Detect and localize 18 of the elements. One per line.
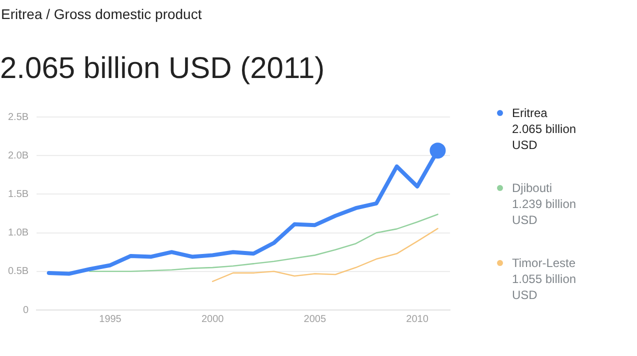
y-tick-label: 2.0B	[8, 150, 29, 162]
legend-label: Eritrea	[512, 105, 548, 121]
text: 2.065 billion USD	[512, 121, 578, 153]
chart-title: 2.065 billion USD (2011)	[0, 52, 325, 86]
text: 1.239 billion USD	[512, 196, 578, 228]
y-tick-label: 0.5B	[8, 266, 29, 278]
y-tick-label: 0	[23, 304, 30, 316]
chart-subtitle: Eritrea / Gross domestic product	[1, 6, 202, 22]
x-tick-label: 2005	[304, 314, 326, 325]
x-tick-label: 1995	[99, 314, 122, 325]
x-tick-label: 2010	[406, 314, 429, 325]
legend-label: Djibouti	[512, 180, 554, 196]
y-tick-label: 1.5B	[8, 188, 29, 200]
text: 1.055 billion USD	[512, 271, 578, 303]
legend-label: Timor-Leste	[512, 255, 577, 271]
x-tick-label: 2000	[201, 314, 224, 325]
y-tick-label: 2.5B	[8, 112, 29, 123]
y-tick-label: 1.0B	[8, 228, 29, 239]
